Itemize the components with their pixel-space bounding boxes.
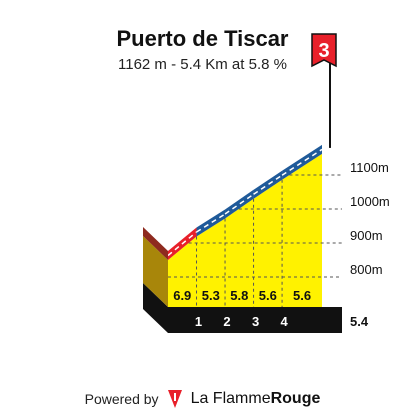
profile-segment bbox=[196, 218, 226, 307]
km-marker-label: 4 bbox=[280, 314, 288, 329]
base-band-front bbox=[168, 307, 342, 333]
category-badge-label: 3 bbox=[318, 40, 329, 62]
chart-title: Puerto de Tiscar bbox=[116, 26, 289, 51]
elevation-tick-label: 800m bbox=[350, 262, 383, 277]
brand-name: La FlammeRouge bbox=[191, 390, 321, 408]
elevation-tick-label: 1100m bbox=[350, 160, 389, 175]
base-band bbox=[143, 283, 342, 333]
road-centerline-0 bbox=[167, 231, 197, 257]
km-marker-label: 3 bbox=[252, 314, 259, 329]
grid-lines bbox=[168, 174, 342, 307]
km-marker-label: 1 bbox=[195, 314, 202, 329]
chart-subtitle: 1162 m - 5.4 Km at 5.8 % bbox=[118, 56, 287, 73]
powered-by-text: Powered by bbox=[84, 391, 159, 407]
chart-labels: 6.9 5.3 5.8 5.6 5.6 1 2 3 4 800m 900m 1000m 1100m 5.4 bbox=[173, 160, 390, 329]
base-band-side bbox=[143, 283, 168, 333]
profile-segments bbox=[168, 153, 322, 307]
footer: Powered by La FlammeRouge bbox=[0, 388, 405, 410]
elevation-tick-label: 1000m bbox=[350, 194, 390, 209]
road-strip-2 bbox=[225, 189, 254, 219]
category-flag bbox=[311, 33, 337, 68]
profile-side bbox=[143, 236, 168, 307]
profile-segment bbox=[225, 198, 254, 307]
road-start-wedge bbox=[143, 227, 168, 260]
road-strip-4 bbox=[282, 144, 322, 180]
gradient-label: 5.8 bbox=[230, 288, 248, 303]
road-centerline-3 bbox=[253, 174, 283, 195]
gradient-label: 5.3 bbox=[202, 288, 220, 303]
road-strip-3 bbox=[253, 170, 283, 199]
road-strip-1 bbox=[196, 209, 226, 237]
profile-segment bbox=[168, 236, 197, 307]
elevation-tick-label: 900m bbox=[350, 228, 383, 243]
flame-logo-icon bbox=[167, 390, 182, 408]
gradient-label: 6.9 bbox=[173, 288, 191, 303]
road-centerline-1 bbox=[196, 213, 226, 233]
finish-flag: 3 bbox=[311, 33, 337, 148]
road-centerline-2 bbox=[224, 193, 254, 215]
brand-name-bold: Rouge bbox=[270, 390, 321, 407]
brand-name-plain: La Flamme bbox=[190, 390, 271, 407]
km-marker-label: 2 bbox=[223, 314, 230, 329]
gradient-label: 5.6 bbox=[293, 288, 311, 303]
profile-segment bbox=[282, 153, 322, 307]
profile-side-face bbox=[143, 236, 168, 307]
elevation-profile-chart: 3 6.9 5.3 5.8 5.6 5.6 1 2 3 4 800m 900m 1000m 1100m 5… bbox=[143, 33, 390, 333]
gradient-label: 5.6 bbox=[259, 288, 277, 303]
total-distance-label: 5.4 bbox=[350, 314, 369, 329]
road-surface bbox=[143, 144, 323, 260]
road-centerline-4 bbox=[281, 148, 323, 176]
